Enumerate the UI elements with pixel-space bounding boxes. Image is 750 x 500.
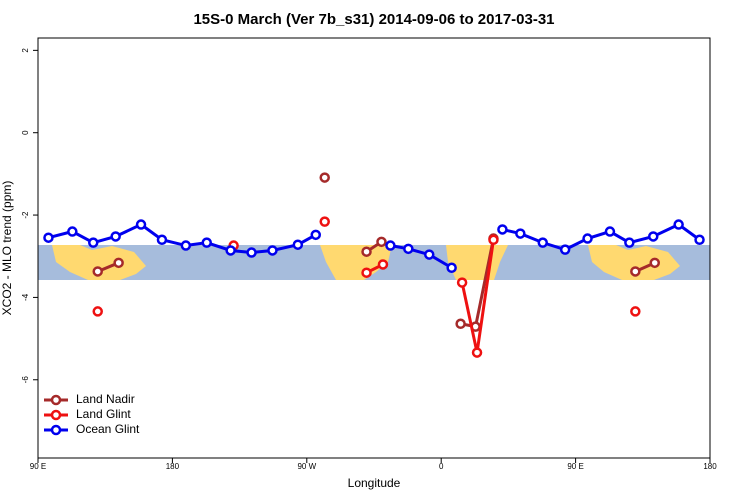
point	[385, 240, 396, 251]
point	[488, 234, 499, 246]
x-tick-label: 90 W	[297, 462, 316, 471]
series-line	[97, 238, 656, 329]
point	[180, 240, 192, 251]
point	[604, 226, 616, 237]
point	[649, 257, 660, 269]
point	[673, 219, 684, 230]
point	[88, 237, 99, 248]
point	[292, 239, 304, 250]
legend-marker	[50, 394, 62, 406]
y-tick-label: -6	[21, 376, 30, 384]
point	[497, 224, 508, 235]
legend-marker	[50, 409, 62, 421]
plot-frame	[37, 37, 711, 459]
land	[320, 245, 392, 280]
x-tick-label: 180	[703, 462, 717, 471]
chart-title: 15S-0 March (Ver 7b_s31) 2014-09-06 to 2…	[193, 11, 554, 28]
point	[424, 249, 435, 260]
point	[446, 262, 457, 274]
point	[135, 219, 147, 230]
point	[515, 228, 526, 239]
point	[92, 306, 103, 317]
x-tick-label: 90 E	[567, 462, 583, 471]
point	[43, 232, 54, 243]
y-tick-label: 0	[21, 130, 30, 135]
point	[201, 237, 212, 248]
point	[630, 306, 641, 317]
y-tick-label: 2	[21, 48, 30, 53]
land	[446, 245, 508, 280]
point	[156, 234, 168, 246]
point	[376, 236, 387, 248]
point	[225, 245, 236, 256]
point	[361, 246, 372, 257]
land	[588, 245, 680, 280]
legend-label: Land Nadir	[76, 392, 135, 406]
point	[113, 257, 124, 269]
point	[377, 259, 389, 270]
point	[630, 266, 641, 277]
legend-label: Land Glint	[76, 407, 131, 421]
legend-label: Ocean Glint	[76, 422, 140, 436]
x-tick-label: 90 E	[30, 462, 46, 471]
legend-marker	[50, 424, 62, 436]
point	[267, 245, 278, 256]
point	[67, 226, 78, 237]
point	[648, 231, 659, 242]
x-tick-label: 0	[439, 462, 444, 471]
y-tick-label: -2	[21, 211, 30, 219]
point	[582, 233, 593, 244]
point	[246, 247, 257, 258]
x-tick-label: 180	[166, 462, 180, 471]
y-axis-label: XCO2 - MLO trend (ppm)	[0, 181, 14, 316]
point	[559, 244, 571, 255]
point	[455, 318, 466, 330]
point	[537, 237, 548, 248]
point	[403, 243, 414, 255]
point	[471, 347, 483, 358]
point	[361, 267, 372, 278]
x-axis-label: Longitude	[348, 476, 401, 490]
point	[694, 234, 705, 246]
point	[92, 266, 103, 277]
point	[310, 229, 322, 241]
land	[52, 245, 146, 280]
point	[319, 172, 330, 183]
point	[110, 231, 121, 242]
point	[319, 216, 330, 227]
point	[624, 237, 635, 248]
y-tick-label: -4	[21, 293, 30, 301]
map-band	[38, 245, 710, 280]
point	[456, 277, 468, 288]
